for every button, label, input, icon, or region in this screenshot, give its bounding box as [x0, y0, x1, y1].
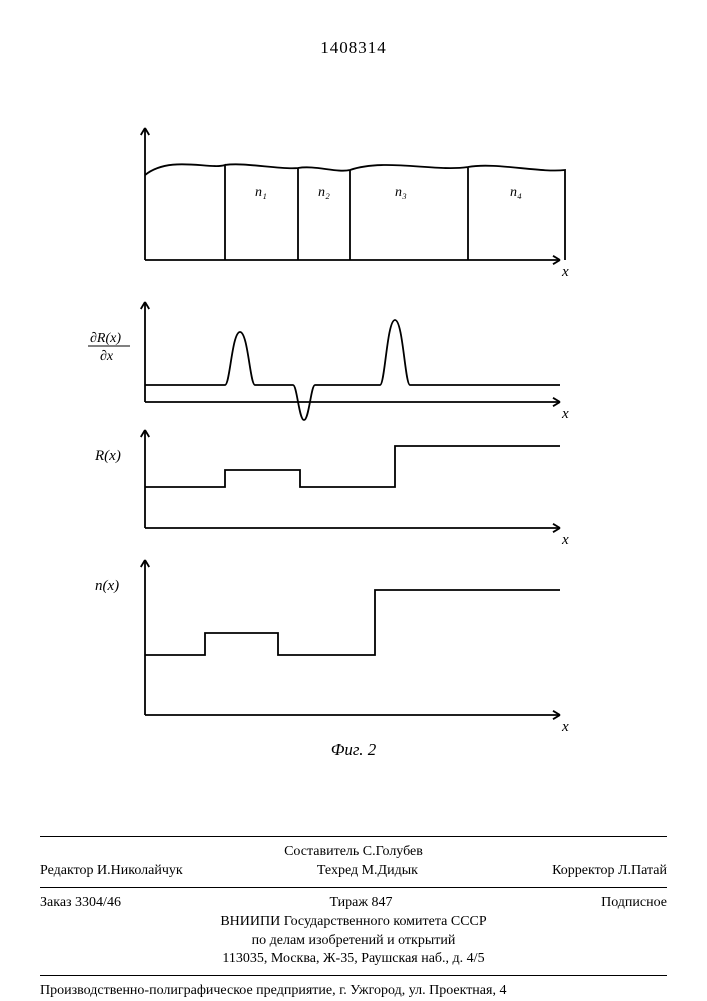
svg-text:∂R(x): ∂R(x): [90, 331, 121, 346]
svg-text:n₄: n₄: [510, 185, 522, 200]
svg-text:R(x): R(x): [94, 448, 121, 464]
figure-caption: Фиг. 2: [0, 740, 707, 760]
org1: ВНИИПИ Государственного комитета СССР: [40, 913, 667, 932]
svg-text:n₂: n₂: [318, 185, 330, 200]
addr: 113035, Москва, Ж-35, Раушская наб., д. …: [40, 950, 667, 969]
signed: Подписное: [601, 894, 667, 913]
techred: Техред М.Дидык: [317, 862, 418, 881]
svg-text:x: x: [561, 532, 569, 548]
press: Производственно-полиграфическое предприя…: [40, 982, 667, 1001]
svg-text:x: x: [561, 406, 569, 422]
org2: по делам изобретений и открытий: [40, 932, 667, 951]
svg-text:n(x): n(x): [95, 578, 119, 594]
svg-text:x: x: [561, 719, 569, 735]
footer-block: Составитель С.Голубев Редактор И.Николай…: [40, 830, 667, 1001]
page-number: 1408314: [0, 38, 707, 58]
svg-text:x: x: [561, 264, 569, 280]
svg-text:∂x: ∂x: [100, 349, 114, 364]
compiler-line: Составитель С.Голубев: [40, 843, 667, 862]
corrector: Корректор Л.Патай: [552, 862, 667, 881]
tirazh: Тираж 847: [329, 894, 392, 913]
order: Заказ 3304/46: [40, 894, 121, 913]
figure-svg: x n₁ n₂ n₃ n₄ x ∂R(x) ∂x x R(x) x n(x): [75, 110, 615, 750]
svg-text:n₃: n₃: [395, 185, 407, 200]
editor: Редактор И.Николайчук: [40, 862, 183, 881]
svg-text:n₁: n₁: [255, 185, 267, 200]
